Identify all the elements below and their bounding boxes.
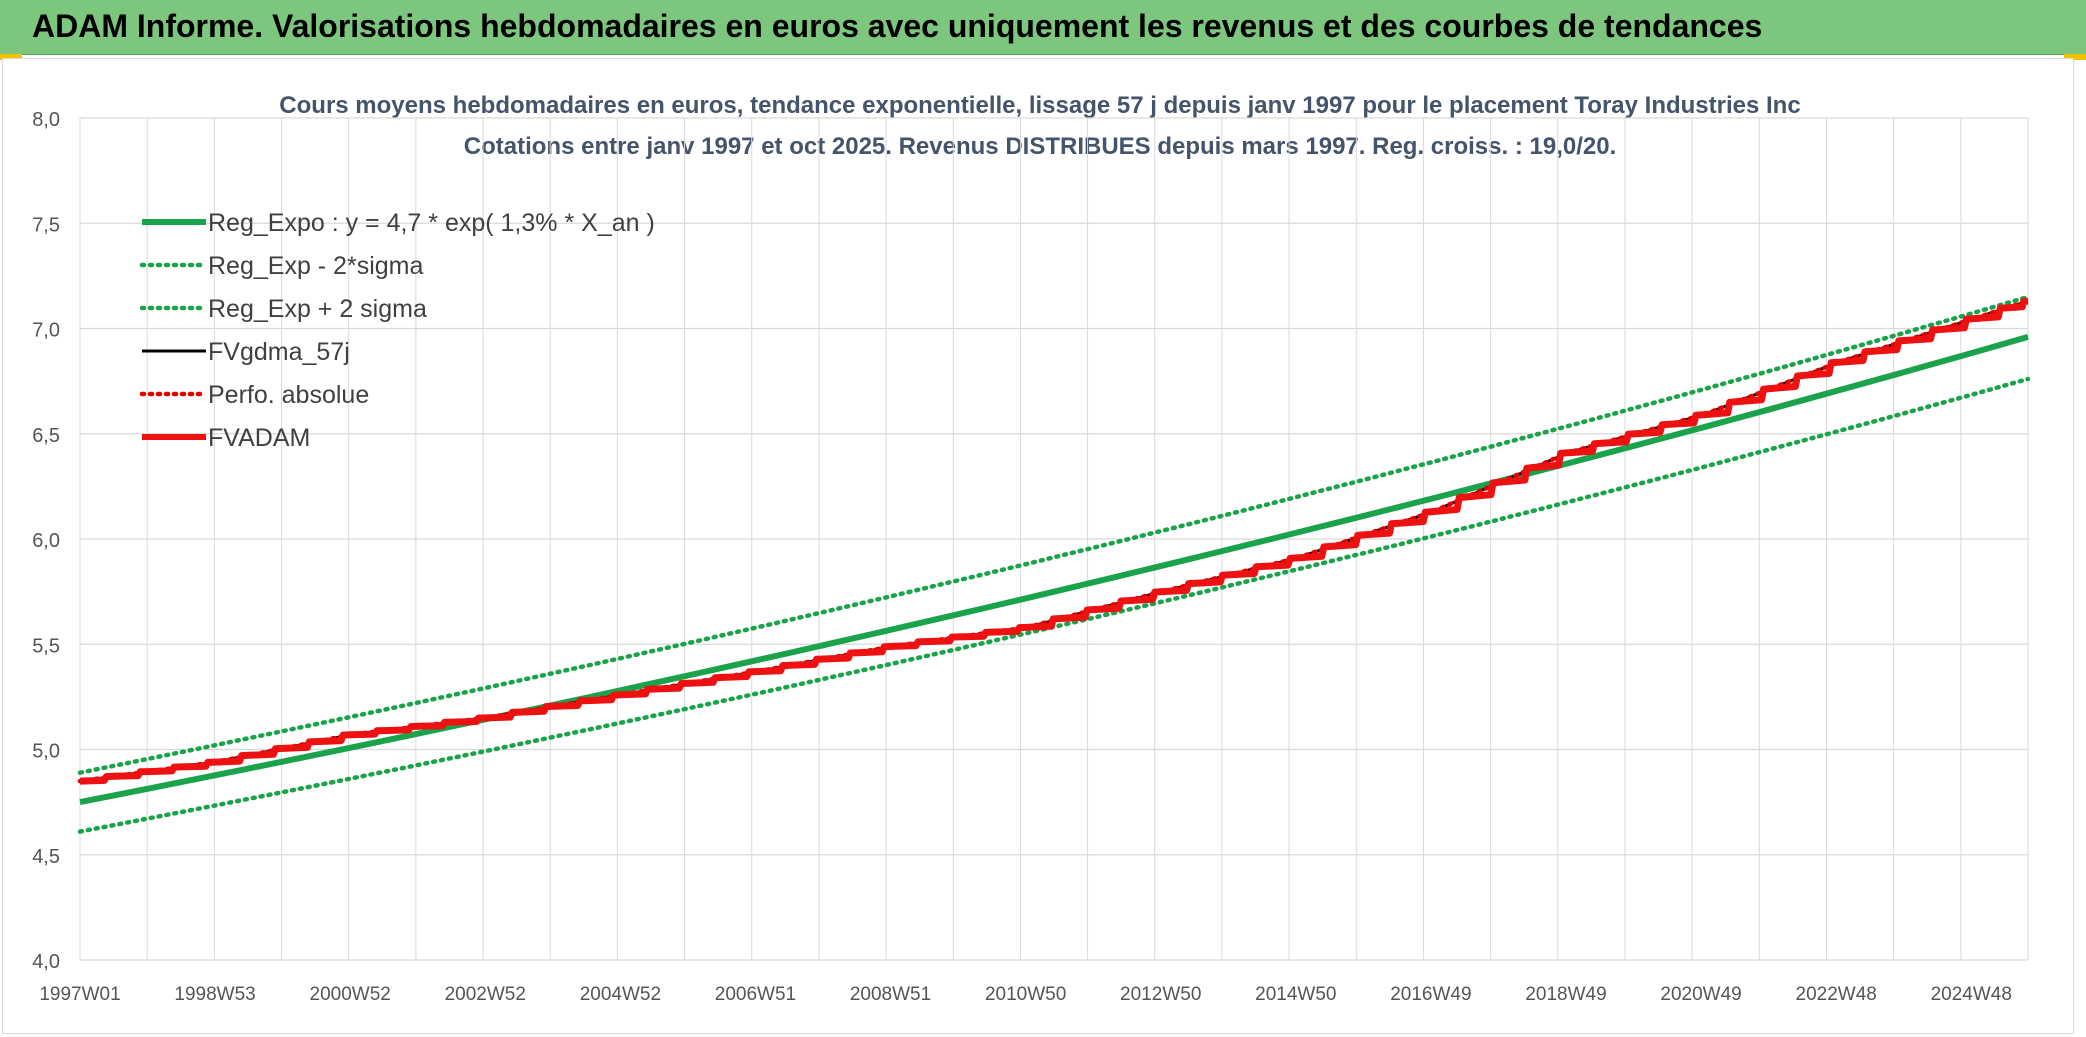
x-tick-label: 1997W01: [39, 984, 120, 1005]
x-tick-label: 2004W52: [580, 984, 661, 1005]
y-tick-label: 7,5: [32, 214, 60, 236]
legend-label: FVgdma_57j: [208, 338, 350, 366]
corner-accent-right: [2064, 54, 2086, 60]
chart-title-line2: Cotations entre janv 1997 et oct 2025. R…: [464, 133, 1616, 160]
series-line-5: [77, 298, 2031, 784]
x-tick-label: 2008W51: [850, 984, 931, 1005]
corner-accent-left: [0, 54, 22, 60]
x-tick-label: 2002W52: [445, 984, 526, 1005]
x-tick-label: 2014W50: [1255, 984, 1336, 1005]
chart-series: [77, 294, 2031, 834]
chart-grid: [79, 117, 2029, 961]
x-tick-label: 2022W48: [1796, 984, 1877, 1005]
y-tick-label: 4,5: [32, 846, 60, 868]
x-tick-label: 2024W48: [1931, 984, 2012, 1005]
legend-label: Reg_Expo : y = 4,7 * exp( 1,3% * X_an ): [208, 209, 655, 237]
series-line-2: [77, 376, 2031, 834]
y-tick-label: 4,0: [32, 951, 60, 973]
x-tick-label: 2016W49: [1390, 984, 1471, 1005]
x-tick-label: 2012W50: [1120, 984, 1201, 1005]
legend-label: Perfo. absolue: [208, 381, 369, 409]
y-axis-ticks: 4,0 4,5 5,0 5,5 6,0 6,5 7,0 7,5 8,0: [32, 109, 60, 973]
y-tick-label: 5,0: [32, 741, 60, 763]
y-tick-label: 6,5: [32, 425, 60, 447]
chart-title-line1: Cours moyens hebdomadaires en euros, ten…: [279, 92, 1800, 119]
series-line-3: [77, 294, 2031, 775]
report-title: ADAM Informe. Valorisations hebdomadaire…: [32, 8, 1763, 44]
series-line-4: [79, 299, 2029, 783]
legend-label: Reg_Exp + 2 sigma: [208, 295, 427, 323]
x-axis-ticks: 1997W01 1998W53 2000W52 2002W52 2004W52 2006W…: [39, 984, 2012, 1005]
y-tick-label: 6,0: [32, 530, 60, 552]
x-tick-label: 2006W51: [715, 984, 796, 1005]
legend-label: Reg_Exp - 2*sigma: [208, 252, 423, 280]
chart-frame: [2, 58, 2074, 1034]
x-tick-label: 2010W50: [985, 984, 1066, 1005]
y-tick-label: 5,5: [32, 635, 60, 657]
x-tick-label: 2000W52: [310, 984, 391, 1005]
x-tick-label: 1998W53: [174, 984, 255, 1005]
y-tick-label: 8,0: [32, 109, 60, 131]
x-tick-label: 2020W49: [1660, 984, 1741, 1005]
y-tick-label: 7,0: [32, 320, 60, 342]
x-tick-label: 2018W49: [1525, 984, 1606, 1005]
report-banner: ADAM Informe. Valorisations hebdomadaire…: [0, 0, 2086, 55]
chart-legend: Reg_Expo : y = 4,7 * exp( 1,3% * X_an ) R…: [139, 209, 655, 452]
legend-label: FVADAM: [208, 424, 310, 452]
series-line-1: [79, 334, 2029, 806]
series-line-6: [79, 297, 2029, 785]
